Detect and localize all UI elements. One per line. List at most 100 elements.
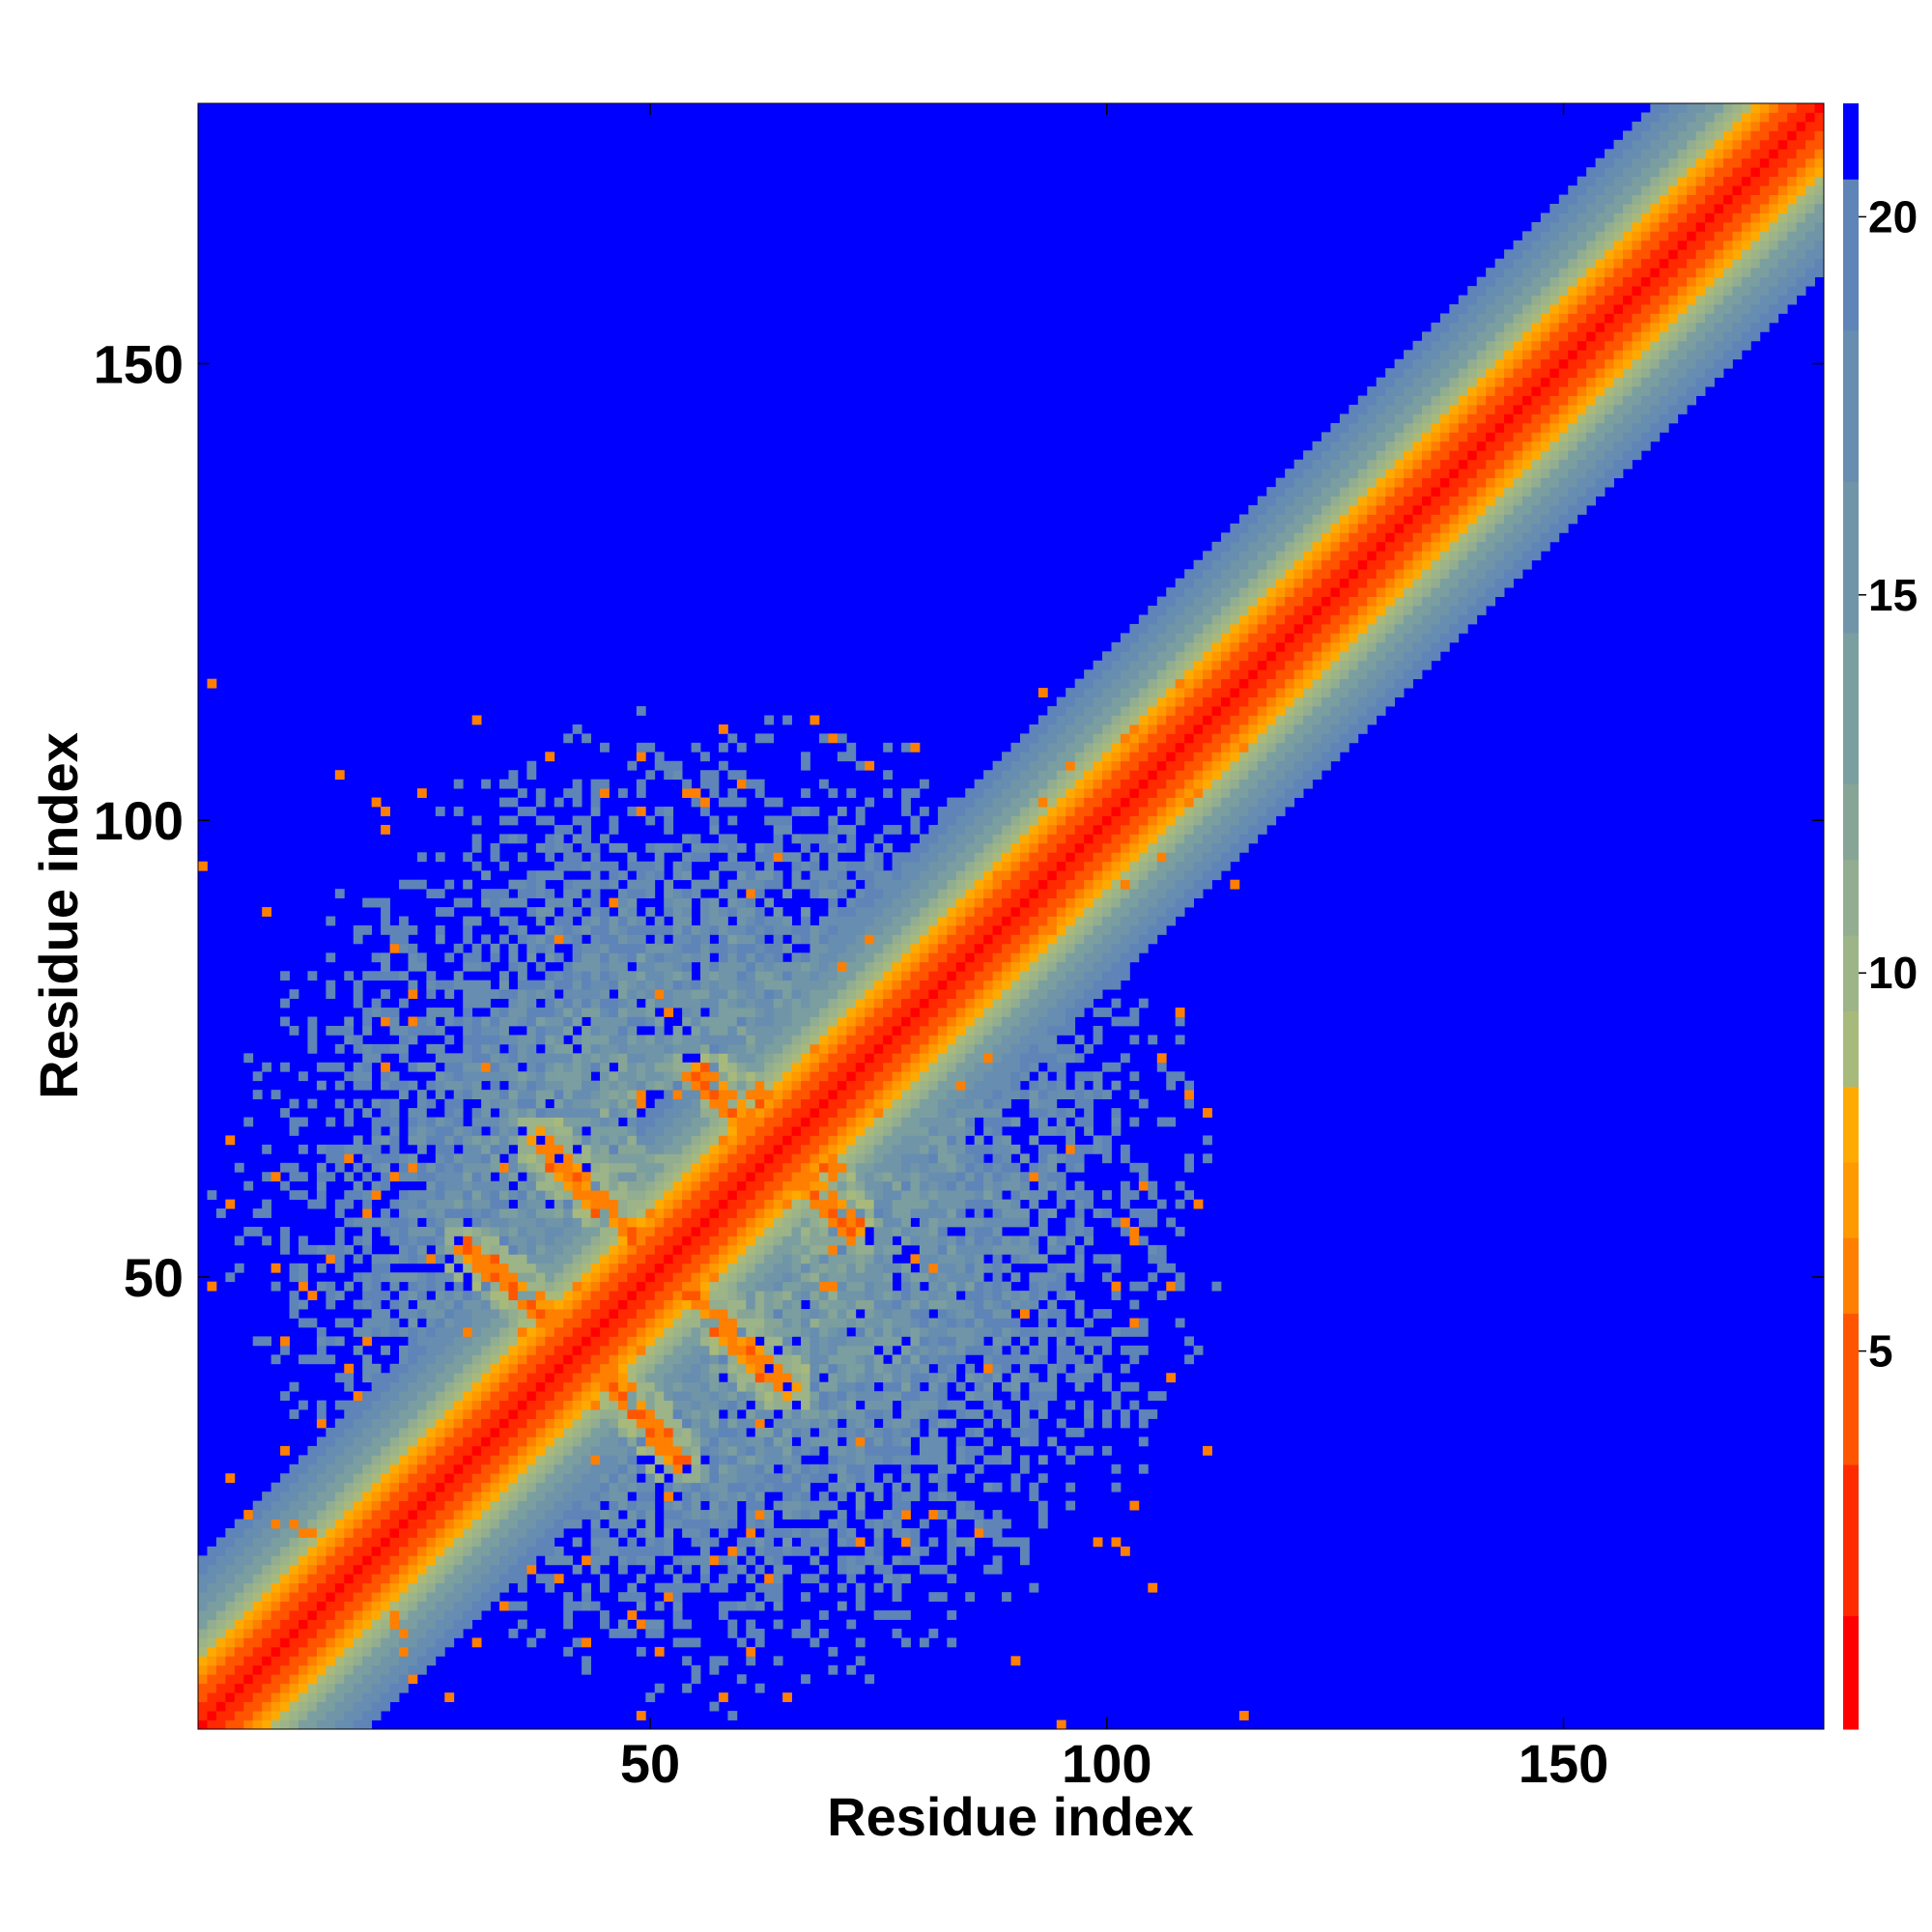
heatmap-cell: [818, 1546, 829, 1556]
heatmap-cell: [645, 1117, 656, 1127]
heatmap-cell: [754, 1537, 765, 1548]
heatmap-cell: [873, 1172, 884, 1182]
heatmap-cell: [490, 1309, 500, 1319]
heatmap-cell: [399, 1272, 409, 1283]
heatmap-cell: [426, 1601, 437, 1611]
heatmap-cell: [782, 1473, 792, 1484]
heatmap-cell: [508, 1436, 519, 1447]
heatmap-cell: [782, 815, 792, 826]
heatmap-cell: [846, 1117, 857, 1127]
heatmap-cell: [463, 1610, 473, 1620]
heatmap-cell: [727, 770, 738, 781]
heatmap-cell: [791, 1016, 802, 1027]
heatmap-cell: [865, 842, 875, 853]
heatmap-cell: [526, 879, 537, 890]
heatmap-cell: [691, 842, 701, 853]
heatmap-cell: [508, 1016, 519, 1027]
heatmap-cell: [389, 1482, 400, 1492]
heatmap-cell: [801, 1482, 810, 1492]
heatmap-cell: [517, 1071, 527, 1082]
heatmap-cell: [572, 861, 582, 871]
heatmap-cell: [718, 1053, 728, 1064]
heatmap-cell: [718, 1391, 728, 1402]
heatmap-cell: [865, 1043, 875, 1054]
heatmap-cell: [535, 870, 546, 881]
heatmap-cell: [764, 1153, 775, 1164]
heatmap-cell: [654, 989, 665, 999]
heatmap-cell: [463, 1436, 473, 1447]
heatmap-cell: [535, 1409, 546, 1419]
heatmap-cell: [846, 943, 857, 953]
heatmap-cell: [709, 870, 720, 881]
heatmap-cell: [389, 1664, 400, 1675]
heatmap-cell: [782, 1363, 792, 1374]
heatmap-cell: [718, 1400, 728, 1410]
heatmap-cell: [508, 1190, 519, 1201]
heatmap-cell: [682, 1436, 692, 1447]
heatmap-cell: [818, 1008, 829, 1017]
heatmap-cell: [444, 1409, 455, 1419]
heatmap-cell: [381, 1043, 390, 1054]
heatmap-cell: [353, 1719, 363, 1730]
heatmap-cell: [846, 1381, 857, 1392]
heatmap-cell: [727, 1217, 738, 1228]
heatmap-cell: [572, 889, 582, 898]
heatmap-cell: [782, 1492, 792, 1502]
heatmap-cell: [371, 1482, 382, 1492]
heatmap-cell: [435, 1281, 445, 1292]
heatmap-cell: [526, 1172, 537, 1182]
heatmap-cell: [426, 1381, 437, 1392]
heatmap-cell: [782, 980, 792, 990]
heatmap-cell: [499, 797, 509, 808]
heatmap-cell: [234, 1546, 244, 1556]
heatmap-cell: [590, 897, 601, 908]
heatmap-cell: [389, 1492, 400, 1502]
heatmap-cell: [764, 1108, 775, 1118]
heatmap-cell: [298, 1555, 308, 1566]
heatmap-cell: [444, 1436, 455, 1447]
heatmap-cell: [855, 1427, 866, 1437]
heatmap-cell: [471, 1510, 482, 1520]
heatmap-cell: [517, 807, 527, 816]
heatmap-cell: [399, 1555, 409, 1566]
heatmap-cell: [453, 1619, 464, 1630]
heatmap-cell: [590, 924, 601, 935]
heatmap-cell: [389, 971, 400, 981]
heatmap-cell: [517, 879, 527, 890]
heatmap-cell: [801, 1436, 810, 1447]
heatmap-cell: [617, 1144, 628, 1154]
heatmap-cell: [545, 1418, 555, 1429]
heatmap-cell: [481, 779, 491, 789]
heatmap-cell: [746, 1090, 756, 1100]
heatmap-cell: [700, 1336, 710, 1347]
heatmap-cell: [636, 1336, 646, 1347]
heatmap-cell: [582, 1436, 591, 1447]
heatmap-cell: [855, 760, 866, 771]
heatmap-cell: [828, 1217, 838, 1228]
heatmap-cell: [810, 980, 820, 990]
heatmap-cell: [636, 1427, 646, 1437]
heatmap-cell: [362, 1719, 373, 1730]
heatmap-cell: [563, 1492, 574, 1502]
heatmap-cell: [609, 1043, 619, 1054]
heatmap-cell: [873, 1610, 884, 1620]
heatmap-cell: [499, 1400, 509, 1410]
heatmap-cell: [545, 1217, 555, 1228]
heatmap-cell: [865, 1363, 875, 1374]
heatmap-cell: [471, 1291, 482, 1301]
heatmap-cell: [582, 1326, 591, 1337]
heatmap-cell: [554, 1354, 564, 1365]
heatmap-cell: [627, 1263, 638, 1273]
heatmap-cell: [582, 1053, 591, 1064]
heatmap-cell: [837, 1281, 847, 1292]
heatmap-cell: [590, 1409, 601, 1419]
heatmap-cell: [481, 989, 491, 999]
heatmap-cell: [736, 1172, 747, 1182]
heatmap-cell: [636, 752, 646, 762]
heatmap-cell: [453, 1354, 464, 1365]
heatmap-cell: [782, 1008, 792, 1017]
heatmap-cell: [865, 1418, 875, 1429]
heatmap-cell: [609, 1409, 619, 1419]
heatmap-cell: [316, 1445, 327, 1456]
heatmap-cell: [782, 1692, 792, 1703]
